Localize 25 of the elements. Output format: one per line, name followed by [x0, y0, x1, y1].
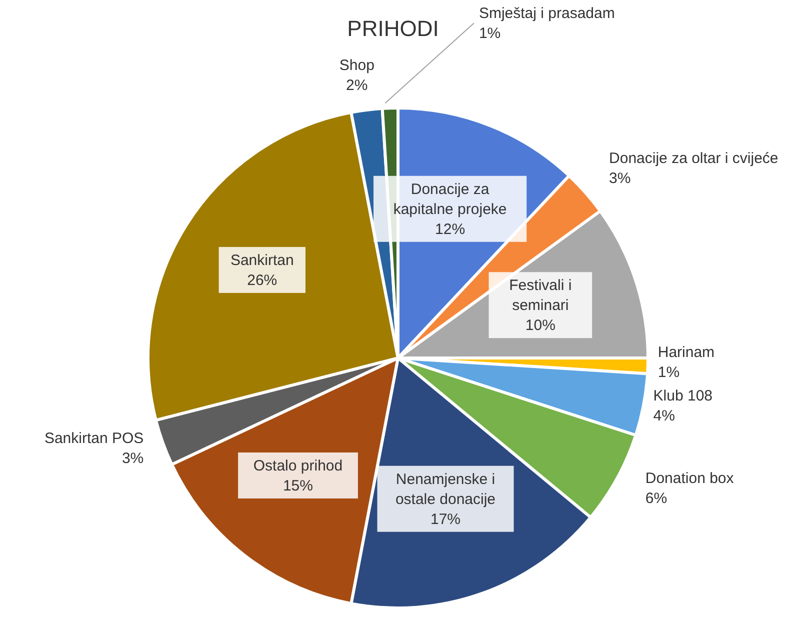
data-label: 10%	[525, 317, 556, 334]
data-label: 17%	[430, 510, 461, 528]
slice-label: Donacije za oltar i cvijeće	[609, 150, 778, 167]
slice-label: Ostalo prihod	[253, 457, 343, 474]
slice-label: Donation box	[645, 470, 734, 487]
data-label: 26%	[247, 272, 278, 289]
slice-label: Harinam	[658, 344, 715, 361]
slice-label: Nenamjenske i ostale donacije	[395, 470, 496, 508]
slice-label: Donacije za kapitalne projeke	[393, 180, 507, 218]
data-label: 4%	[653, 407, 675, 424]
slice-label: Sankirtan POS	[44, 430, 144, 447]
data-label: 3%	[609, 170, 631, 187]
data-label: 1%	[478, 25, 501, 42]
slice-label: Klub 108	[653, 387, 713, 404]
slice-label: Sankirtan	[230, 252, 294, 269]
data-label: 1%	[658, 364, 680, 381]
data-label: 2%	[346, 77, 368, 94]
slice-label: Shop	[339, 57, 374, 74]
data-label: 12%	[435, 220, 466, 238]
slice-label: Festivali i seminari	[509, 277, 572, 314]
chart-title: PRIHODI	[347, 16, 439, 41]
data-label: 15%	[282, 477, 314, 494]
slice-label: Smještaj i prasadam	[478, 5, 615, 22]
data-label: 6%	[645, 490, 668, 507]
data-label: 3%	[122, 450, 144, 467]
